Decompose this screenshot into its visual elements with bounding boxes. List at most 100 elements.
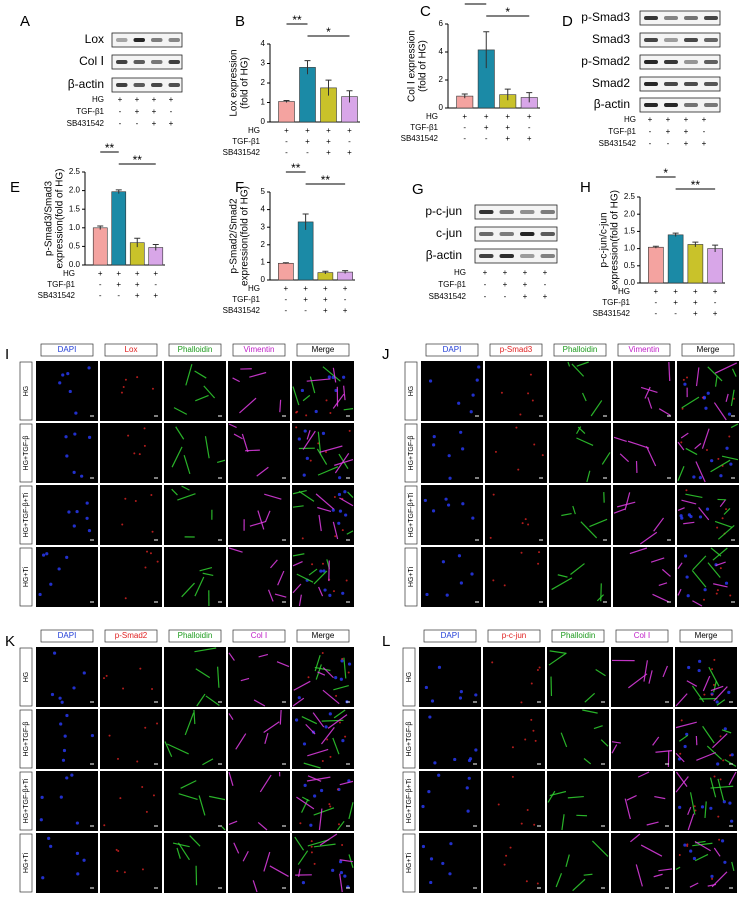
stain-dot <box>139 667 142 670</box>
micrograph <box>36 485 98 545</box>
nucleus <box>467 776 471 780</box>
nucleus <box>62 748 67 753</box>
fiber <box>572 878 586 892</box>
fiber <box>264 732 269 744</box>
nucleus <box>305 456 309 460</box>
condition-label: HG+TGF-β <box>406 722 413 757</box>
significance-label: ** <box>691 178 701 192</box>
blot-band <box>151 38 163 42</box>
nucleus <box>729 462 733 466</box>
treatment-sign: + <box>666 115 671 124</box>
stain-dot <box>717 815 720 818</box>
stain-dot <box>321 562 324 565</box>
stain-dot <box>492 579 495 582</box>
nucleus <box>302 742 307 746</box>
nucleus <box>698 659 702 663</box>
nucleus <box>692 856 697 861</box>
micrograph <box>419 709 481 769</box>
stain-dot <box>719 567 722 570</box>
nucleus <box>459 430 463 434</box>
fiber <box>204 436 210 459</box>
condition-label: HG+Ti <box>23 566 30 587</box>
micrograph <box>292 709 354 769</box>
y-tick-label: 4 <box>261 205 266 214</box>
fiber <box>301 796 310 802</box>
micrograph <box>100 833 162 893</box>
treatment-sign: + <box>462 112 467 121</box>
stain-dot <box>338 721 341 724</box>
y-tick-label: 0 <box>439 103 444 112</box>
fiber <box>584 692 596 703</box>
fiber <box>650 557 665 563</box>
stain-dot <box>693 805 696 808</box>
nucleus <box>448 476 452 480</box>
micrograph <box>421 361 483 421</box>
fiber <box>274 593 287 598</box>
y-tick-label: 4 <box>439 47 444 56</box>
nucleus <box>429 880 433 885</box>
micrograph <box>549 423 611 483</box>
fiber <box>232 377 240 383</box>
blot-band <box>540 210 555 214</box>
nucleus <box>74 411 78 415</box>
blot-band <box>168 60 180 64</box>
fiber <box>677 562 683 570</box>
micrograph <box>419 771 481 831</box>
nucleus <box>432 434 436 439</box>
fiber <box>228 820 238 826</box>
stain-dot <box>497 803 500 806</box>
fiber <box>327 714 348 729</box>
stain-dot <box>310 845 313 848</box>
blot-strip <box>111 77 183 93</box>
blot-strip <box>639 97 721 113</box>
fiber <box>686 680 698 687</box>
condition-label: HG+TGF-β+Ti <box>406 778 413 823</box>
stain-dot <box>492 493 495 496</box>
stain-dot <box>680 719 683 722</box>
blot-band <box>684 38 698 42</box>
fiber <box>245 449 260 452</box>
fiber <box>652 593 669 603</box>
fiber <box>307 748 329 757</box>
fiber <box>687 806 692 816</box>
treatment-sign: - <box>344 295 347 304</box>
stain-dot <box>103 677 106 680</box>
fiber <box>675 693 688 707</box>
nucleus <box>87 529 92 533</box>
nucleus <box>338 476 342 480</box>
fiber <box>267 589 274 602</box>
error-bar <box>712 244 719 253</box>
nucleus <box>725 446 729 450</box>
treatment-sign: + <box>483 268 488 277</box>
stain-dot <box>121 523 124 526</box>
fiber <box>242 850 249 862</box>
nucleus <box>428 379 433 383</box>
channel-header-box <box>615 629 669 643</box>
stain-dot <box>685 489 688 492</box>
stain-dot <box>301 537 304 540</box>
fiber <box>685 447 698 456</box>
nucleus <box>453 757 457 762</box>
protein-label: Lox <box>85 32 104 46</box>
micrograph <box>613 485 675 545</box>
fiber <box>689 882 699 888</box>
nucleus <box>429 857 434 861</box>
stain-dot <box>520 551 523 554</box>
fiber <box>617 501 636 508</box>
treatment-sign: + <box>684 115 689 124</box>
condition-box <box>402 771 416 831</box>
fiber <box>249 371 267 378</box>
y-axis-label: p-Smad3/Smad3 <box>44 181 55 256</box>
fiber <box>339 859 354 863</box>
treatment-sign: - <box>285 306 288 315</box>
fiber <box>332 737 340 755</box>
fiber <box>228 423 237 429</box>
micrograph <box>483 833 545 893</box>
nucleus <box>61 373 65 377</box>
nucleus <box>437 665 442 669</box>
treatment-sign: - <box>544 280 547 289</box>
treatment-sign: + <box>684 139 689 148</box>
panel-letter: E <box>10 179 20 196</box>
nucleus <box>720 839 725 843</box>
nucleus <box>340 659 344 663</box>
